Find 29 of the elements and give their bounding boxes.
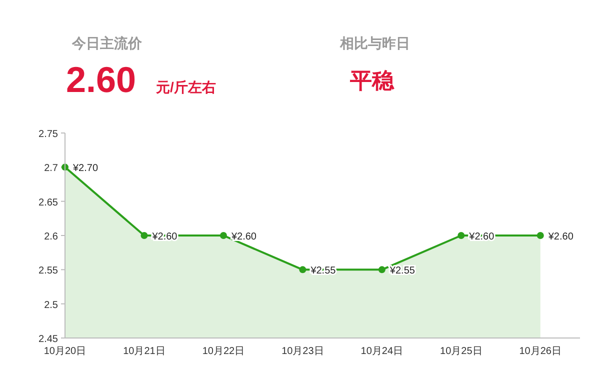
data-label: ¥2.60 [547, 232, 574, 242]
point [536, 232, 544, 239]
point [299, 266, 306, 274]
text: 平稳 [349, 68, 395, 93]
text: 2.60 [66, 59, 136, 100]
text: 今日主流价 [71, 35, 143, 51]
y-tick-label: 2.65 [38, 197, 58, 208]
x-tick-label: 10月20日 [44, 346, 86, 357]
text: 元/斤左右 [155, 79, 216, 95]
point [378, 266, 386, 274]
y-tick-label: 2.5 [44, 300, 58, 311]
y-tick-label: 2.7 [44, 163, 58, 174]
data-label: ¥2.55 [388, 266, 416, 277]
x-tick-label: 10月22日 [202, 346, 245, 357]
point [140, 232, 148, 239]
x-tick-label: 10月26日 [519, 346, 562, 357]
y-tick-label: 2.45 [38, 334, 58, 345]
text: 相比与昨日 [339, 35, 410, 51]
data-label: ¥2.70 [72, 163, 98, 174]
x-tick-label: 10月21日 [123, 346, 166, 357]
x-tick-label: 10月24日 [360, 346, 404, 357]
y-tick-label: 2.75 [38, 129, 58, 140]
point [220, 232, 227, 239]
point [458, 232, 465, 239]
x-tick-label: 10月25日 [440, 346, 482, 357]
data-label: ¥2.60 [230, 232, 257, 242]
y-tick-label: 2.6 [44, 232, 58, 242]
y-tick-label: 2.55 [38, 266, 58, 277]
x-tick-label: 10月23日 [282, 346, 324, 357]
